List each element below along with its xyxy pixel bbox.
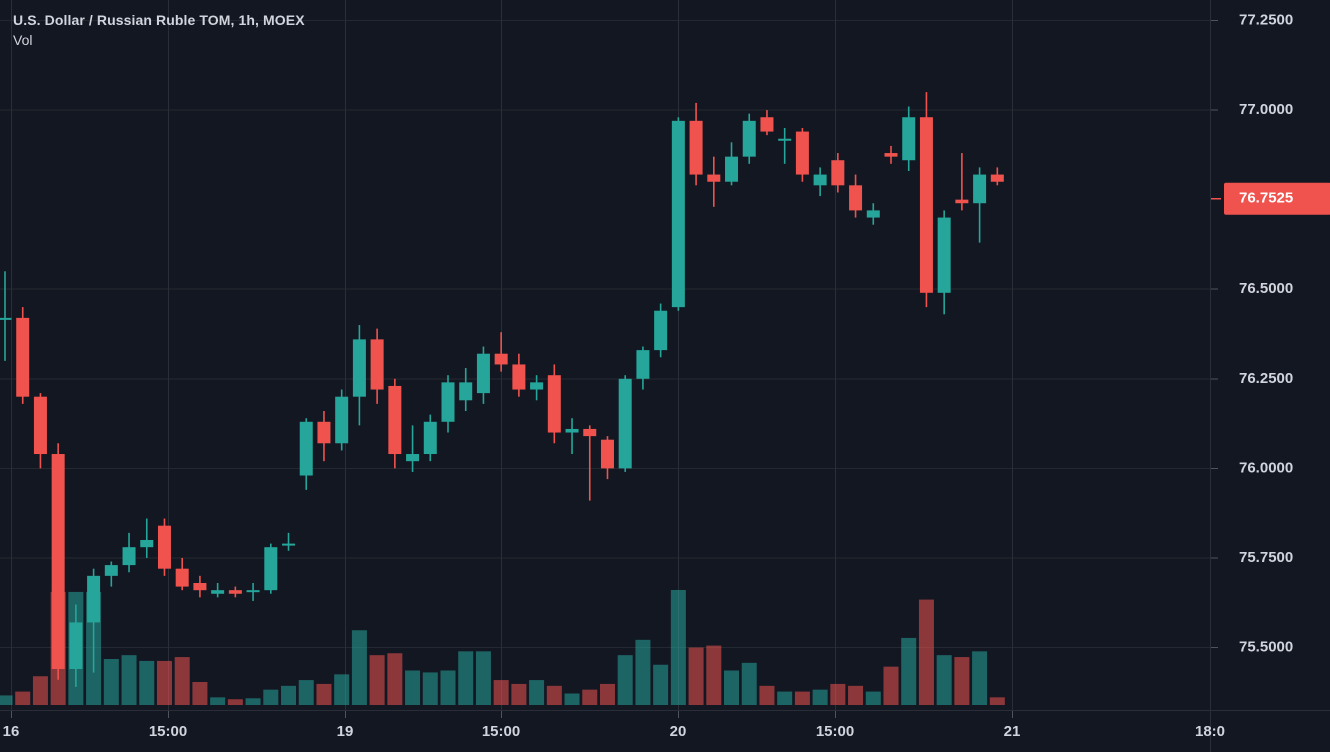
price-axis-labels: 77.2500 77.0000 76.5000 76.2500 76.0000 75.75…	[1239, 11, 1293, 655]
price-axis-label: 76.0000	[1239, 459, 1293, 476]
time-axis-label: 15:00	[149, 723, 187, 740]
price-axis-svg: 77.2500 77.0000 76.5000 76.2500 76.0000 75.75…	[1211, 11, 1330, 655]
time-axis-svg: 16 15:00 19 15:00 20 15:00 21 18:0	[3, 711, 1225, 752]
time-axis-labels: 16 15:00 19 15:00 20 15:00 21 18:0	[3, 723, 1225, 740]
price-plot-area[interactable]	[0, 0, 1210, 710]
time-axis-label: 16	[3, 723, 20, 740]
horizontal-gridlines	[0, 20, 1210, 648]
time-axis-ticks	[11, 711, 1211, 752]
price-axis-label: 76.2500	[1239, 370, 1293, 387]
price-axis-label: 77.2500	[1239, 11, 1293, 28]
vertical-gridlines	[11, 0, 1013, 710]
candles-group	[0, 92, 1004, 687]
time-axis-label: 15:00	[816, 723, 854, 740]
current-price-badge-text: 76.7525	[1239, 190, 1293, 207]
price-axis-label: 77.0000	[1239, 101, 1293, 118]
current-price-badge[interactable]: 76.7525	[1211, 182, 1330, 215]
price-axis-label: 75.7500	[1239, 549, 1293, 566]
price-axis-label: 76.5000	[1239, 280, 1293, 297]
price-axis[interactable]: 77.2500 77.0000 76.5000 76.2500 76.0000 75.75…	[1210, 0, 1330, 710]
time-axis-label: 19	[337, 723, 354, 740]
time-axis-label: 18:0	[1195, 723, 1225, 740]
time-axis-label: 21	[1004, 723, 1021, 740]
time-axis[interactable]: 16 15:00 19 15:00 20 15:00 21 18:0	[0, 710, 1330, 752]
time-axis-label: 15:00	[482, 723, 520, 740]
price-axis-label: 75.5000	[1239, 638, 1293, 655]
candlestick-svg	[0, 0, 1210, 710]
time-axis-label: 20	[670, 723, 687, 740]
price-axis-ticks	[1211, 20, 1218, 648]
